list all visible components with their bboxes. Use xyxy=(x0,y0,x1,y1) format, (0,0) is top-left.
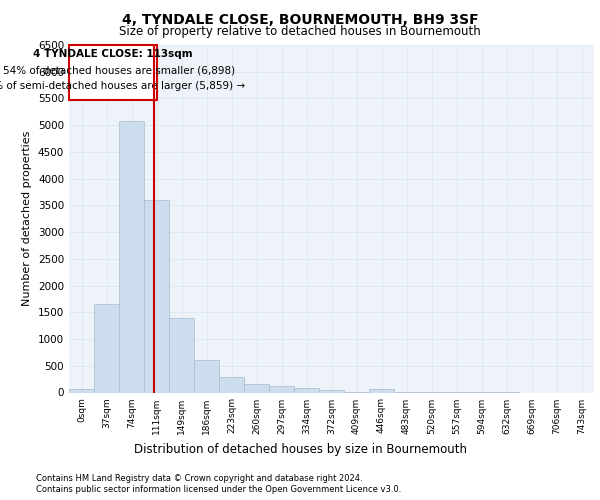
Bar xyxy=(194,360,219,392)
Bar xyxy=(94,304,119,392)
Text: Distribution of detached houses by size in Bournemouth: Distribution of detached houses by size … xyxy=(133,442,467,456)
Text: Contains public sector information licensed under the Open Government Licence v3: Contains public sector information licen… xyxy=(36,485,401,494)
Bar xyxy=(269,386,294,392)
Y-axis label: Number of detached properties: Number of detached properties xyxy=(22,131,32,306)
Bar xyxy=(319,390,344,392)
Bar xyxy=(369,390,394,392)
Bar xyxy=(69,390,94,392)
FancyBboxPatch shape xyxy=(69,45,157,100)
Bar xyxy=(169,318,194,392)
Bar xyxy=(244,384,269,392)
Text: 4 TYNDALE CLOSE: 113sqm: 4 TYNDALE CLOSE: 113sqm xyxy=(33,48,193,58)
Bar xyxy=(294,388,319,392)
Text: Size of property relative to detached houses in Bournemouth: Size of property relative to detached ho… xyxy=(119,25,481,38)
Text: ← 54% of detached houses are smaller (6,898): ← 54% of detached houses are smaller (6,… xyxy=(0,66,235,76)
Bar xyxy=(219,377,244,392)
Text: 46% of semi-detached houses are larger (5,859) →: 46% of semi-detached houses are larger (… xyxy=(0,82,245,92)
Text: 4, TYNDALE CLOSE, BOURNEMOUTH, BH9 3SF: 4, TYNDALE CLOSE, BOURNEMOUTH, BH9 3SF xyxy=(122,12,478,26)
Bar xyxy=(119,121,144,392)
Text: Contains HM Land Registry data © Crown copyright and database right 2024.: Contains HM Land Registry data © Crown c… xyxy=(36,474,362,483)
Bar xyxy=(144,200,169,392)
